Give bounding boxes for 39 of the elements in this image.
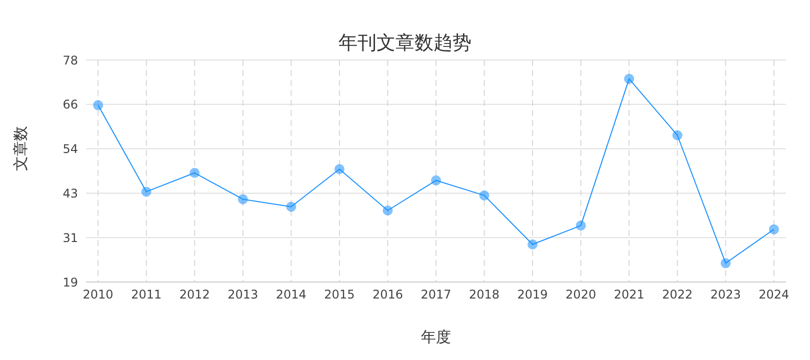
point <box>141 186 152 197</box>
point <box>528 239 538 250</box>
x-tick-label: 2017 <box>420 288 452 302</box>
point <box>576 220 586 231</box>
x-tick-label: 2014 <box>276 288 306 302</box>
x-tick-label: 2020 <box>566 288 596 302</box>
x-tick-label: 2019 <box>517 288 548 302</box>
x-tick-label: 2015 <box>324 288 355 302</box>
point <box>720 258 731 268</box>
y-axis-title: 文章数 <box>11 126 30 171</box>
point <box>479 190 490 200</box>
y-tick-label: 19 <box>62 275 78 290</box>
point <box>672 130 682 140</box>
chart-title: 年刊文章数趋势 <box>338 32 472 54</box>
x-tick-label: 2023 <box>710 288 741 302</box>
point <box>286 202 296 212</box>
point <box>334 164 344 174</box>
point <box>190 168 200 178</box>
x-tick-label: 2018 <box>469 288 500 302</box>
x-tick-label: 2022 <box>662 288 693 302</box>
point <box>238 194 248 204</box>
point <box>624 74 634 84</box>
x-tick-label: 2010 <box>82 288 114 302</box>
point <box>93 100 104 110</box>
x-tick-label: 2024 <box>758 288 790 302</box>
x-tick-label: 2021 <box>614 288 644 302</box>
y-tick-label: 43 <box>62 186 78 200</box>
point <box>431 175 441 186</box>
y-tick-label: 66 <box>62 98 78 112</box>
point <box>768 224 779 234</box>
x-axis-title: 年度 <box>421 328 451 346</box>
x-tick-label: 2016 <box>372 288 403 302</box>
x-tick-label: 2012 <box>179 288 210 302</box>
x-tick-label: 2013 <box>228 288 258 302</box>
point <box>382 206 393 216</box>
y-tick-label: 78 <box>62 53 78 68</box>
y-tick-label: 54 <box>62 142 78 156</box>
y-tick-label: 31 <box>62 230 78 245</box>
x-tick-label: 2011 <box>131 288 162 302</box>
